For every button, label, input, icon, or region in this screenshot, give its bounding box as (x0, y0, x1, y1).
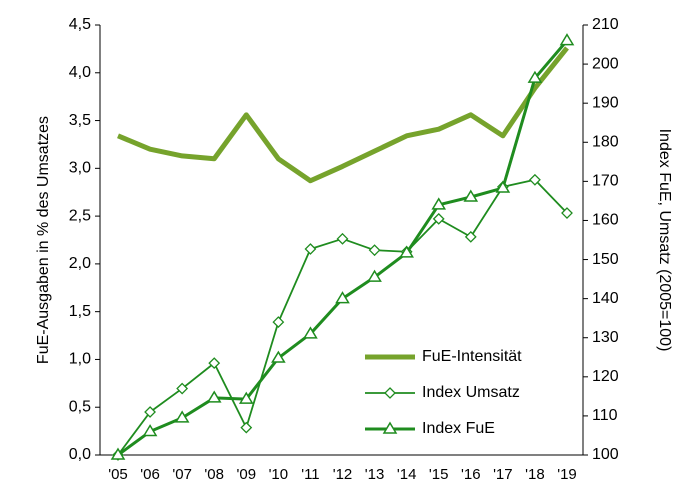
y2-tick-label: 210 (592, 16, 619, 33)
y2-tick-label: 160 (592, 212, 619, 229)
marker (368, 244, 381, 257)
marker (142, 424, 158, 437)
y-tick-label: 2,0 (69, 255, 91, 272)
marker (559, 33, 575, 46)
marker (240, 421, 253, 434)
y2-tick-label: 110 (592, 407, 618, 424)
marker (527, 70, 543, 83)
x-tick-label: '06 (140, 466, 160, 483)
y-axis-label: FuE-Ausgaben in % des Umsatzes (35, 116, 52, 364)
marker (432, 212, 445, 225)
x-tick-label: '05 (108, 466, 128, 483)
marker (304, 243, 317, 255)
marker (463, 189, 479, 202)
marker (384, 387, 396, 399)
marker (336, 232, 349, 245)
y2-axis-label: Index FuE, Umsatz (2005=100) (656, 129, 673, 352)
y2-tick-label: 150 (592, 251, 619, 268)
y-tick-label: 0,5 (69, 398, 91, 415)
y2-tick-label: 120 (592, 368, 619, 385)
marker (144, 406, 156, 418)
y-tick-label: 0,0 (69, 446, 91, 463)
x-tick-label: '19 (557, 466, 577, 483)
y2-tick-label: 190 (592, 94, 619, 111)
x-tick-label: '10 (269, 466, 289, 483)
x-tick-label: '07 (172, 466, 192, 483)
marker (272, 316, 285, 329)
x-tick-label: '16 (461, 466, 481, 483)
x-tick-label: '15 (429, 466, 449, 483)
y-tick-label: 4,5 (69, 16, 91, 33)
marker (529, 173, 541, 186)
marker (495, 180, 511, 193)
marker (431, 197, 447, 210)
marker (464, 230, 477, 243)
marker (174, 410, 190, 423)
y-tick-label: 1,5 (69, 303, 91, 320)
x-tick-label: '13 (365, 466, 385, 483)
y-tick-label: 2,5 (69, 207, 91, 224)
x-tick-label: '17 (493, 466, 513, 483)
marker (238, 391, 254, 404)
series-line (117, 46, 569, 184)
y2-tick-label: 170 (592, 173, 619, 190)
y-tick-label: 3,0 (69, 160, 91, 177)
x-tick-label: '09 (237, 466, 257, 483)
y2-tick-label: 200 (592, 55, 619, 72)
marker (176, 382, 189, 395)
legend-label: FuE-Intensität (422, 348, 522, 365)
marker (335, 291, 350, 304)
marker (303, 326, 318, 339)
series-line (117, 178, 568, 456)
legend-label: Index Umsatz (422, 384, 520, 401)
marker (367, 269, 382, 282)
marker (206, 390, 222, 403)
y-tick-label: 3,5 (69, 112, 91, 129)
marker (110, 447, 126, 460)
x-tick-label: '11 (301, 466, 319, 483)
y-tick-label: 4,0 (69, 64, 91, 81)
y2-tick-label: 180 (592, 133, 619, 150)
x-tick-label: '08 (204, 466, 224, 483)
x-tick-label: '12 (333, 466, 353, 483)
y2-tick-label: 130 (592, 329, 619, 346)
marker (208, 357, 221, 370)
y2-tick-label: 140 (592, 290, 619, 307)
x-tick-label: '18 (525, 466, 545, 483)
marker (561, 207, 573, 219)
marker (271, 350, 286, 363)
marker (382, 421, 398, 434)
x-tick-label: '14 (397, 466, 417, 483)
y2-tick-label: 100 (592, 446, 619, 463)
marker (399, 245, 414, 258)
y-tick-label: 1,0 (69, 351, 91, 368)
legend-label: Index FuE (422, 420, 495, 437)
